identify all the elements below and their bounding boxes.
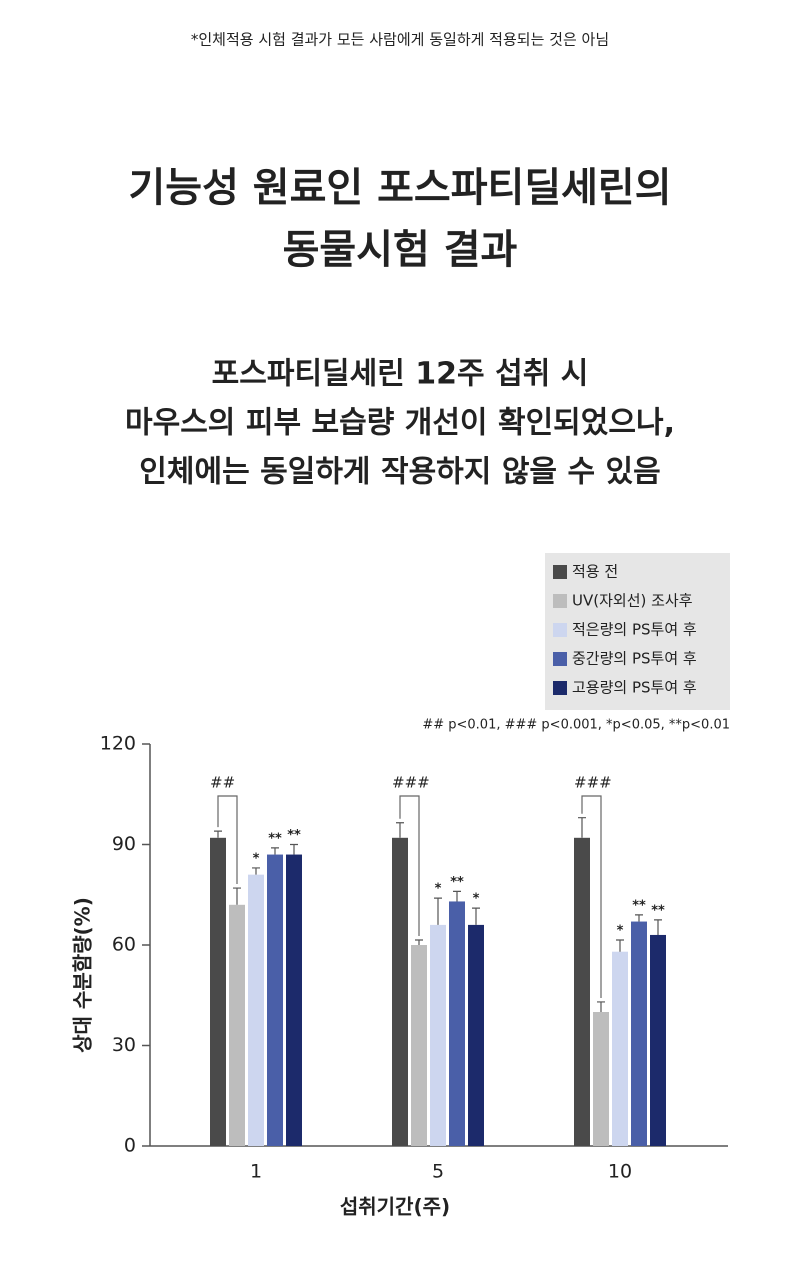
error-bar xyxy=(415,939,423,945)
legend-box xyxy=(545,553,730,710)
subheading: 포스파티딜세린 12주 섭취 시 xyxy=(212,357,589,392)
y-tick-label: 60 xyxy=(112,934,136,956)
x-tick-label: 1 xyxy=(250,1161,262,1183)
subheading: 마우스의 피부 보습량 개선이 확인되었으나, xyxy=(125,406,675,441)
error-bar xyxy=(214,830,222,838)
bracket-label: ## xyxy=(210,774,235,792)
significance-mark: ** xyxy=(268,831,282,846)
bar xyxy=(631,921,647,1146)
bar xyxy=(430,924,446,1146)
significance-bracket xyxy=(399,795,420,936)
heading: 기능성 원료인 포스파티딜세린의 xyxy=(128,165,671,211)
significance-mark: ** xyxy=(632,898,646,913)
bar xyxy=(612,951,628,1146)
significance-bracket xyxy=(581,795,602,998)
legend-swatch xyxy=(553,681,567,695)
y-tick-label: 90 xyxy=(112,833,136,855)
bar xyxy=(593,1012,609,1146)
significance-mark: ** xyxy=(450,875,464,890)
bar xyxy=(229,904,245,1146)
y-tick-label: 120 xyxy=(100,733,136,755)
y-tick-label: 30 xyxy=(112,1034,136,1056)
error-bar xyxy=(616,939,624,952)
error-bar xyxy=(654,919,662,935)
significance-bracket xyxy=(217,795,238,885)
error-bar xyxy=(233,887,241,905)
significance-mark: ** xyxy=(287,828,301,843)
bar xyxy=(286,854,302,1146)
error-bar xyxy=(635,914,643,922)
bar xyxy=(650,934,666,1146)
significance-mark: * xyxy=(253,851,260,866)
legend-swatch xyxy=(553,652,567,666)
bracket-label: ### xyxy=(574,774,612,792)
legend-label: UV(자외선) 조사후 xyxy=(572,592,693,610)
x-tick-label: 5 xyxy=(432,1161,444,1183)
bar xyxy=(468,924,484,1146)
bar xyxy=(411,945,427,1146)
error-bar xyxy=(597,1001,605,1012)
legend-label: 적은량의 PS투여 후 xyxy=(572,621,697,639)
significance-mark: * xyxy=(617,923,624,938)
x-axis-label: 섭취기간(주) xyxy=(340,1195,450,1219)
legend-label: 고용량의 PS투여 후 xyxy=(572,679,697,697)
notice: *인체적용 시험 결과가 모든 사람에게 동일하게 적용되는 것은 아님 xyxy=(191,31,609,49)
legend-label: 중간량의 PS투여 후 xyxy=(572,650,697,668)
legend-swatch xyxy=(553,565,567,579)
error-bar xyxy=(472,907,480,925)
significance-mark: * xyxy=(435,882,442,897)
legend-swatch xyxy=(553,594,567,608)
bar xyxy=(210,837,226,1146)
bar xyxy=(248,874,264,1146)
error-bar xyxy=(252,867,260,875)
error-bar xyxy=(434,897,442,925)
error-bar xyxy=(271,847,279,855)
bar xyxy=(267,854,283,1146)
bar xyxy=(574,837,590,1146)
bar xyxy=(449,901,465,1146)
error-bar xyxy=(396,822,404,838)
y-axis-label: 상대 수분함량(%) xyxy=(71,897,95,1053)
significance-note: ## p<0.01, ### p<0.001, *p<0.05, **p<0.0… xyxy=(422,718,730,733)
subheading: 인체에는 동일하게 작용하지 않을 수 있음 xyxy=(139,455,660,490)
legend-label: 적용 전 xyxy=(572,563,618,581)
legend-swatch xyxy=(553,623,567,637)
bracket-label: ### xyxy=(392,774,430,792)
error-bar xyxy=(578,817,586,838)
error-bar xyxy=(290,843,298,855)
error-bar xyxy=(453,890,461,902)
bar xyxy=(392,837,408,1146)
significance-mark: * xyxy=(473,892,480,907)
y-tick-label: 0 xyxy=(124,1135,136,1157)
x-tick-label: 10 xyxy=(608,1161,632,1183)
heading: 동물시험 결과 xyxy=(283,227,518,273)
significance-mark: ** xyxy=(651,903,665,918)
